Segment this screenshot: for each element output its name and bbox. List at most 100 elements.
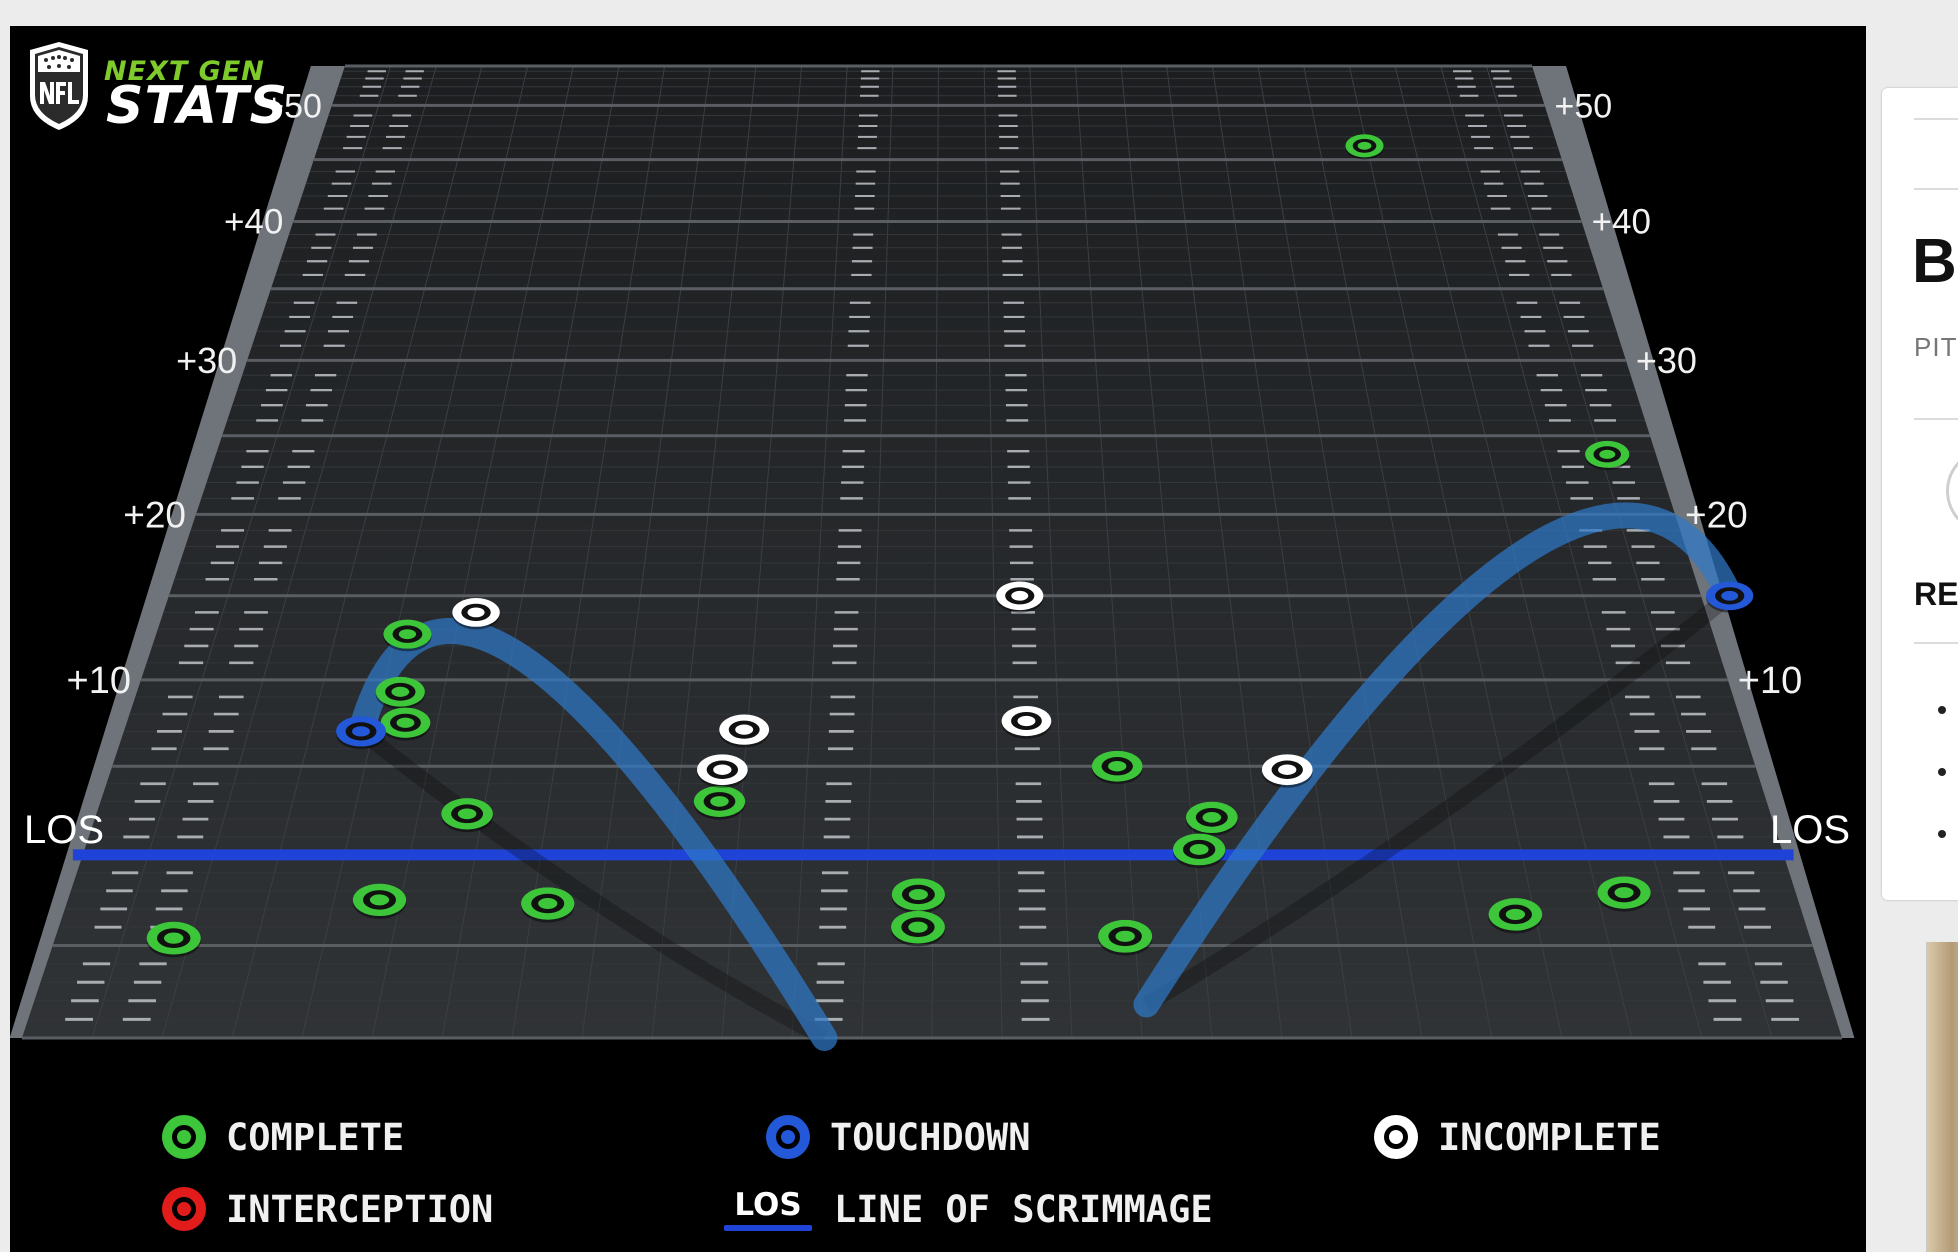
complete-pass-marker [352, 883, 407, 919]
field-surface [22, 66, 1842, 1038]
grid-line [791, 65, 848, 1039]
grid-line [231, 65, 483, 1039]
yard-label-left: +20 [123, 494, 186, 535]
divider [1914, 118, 1958, 120]
grid-line [511, 65, 666, 1039]
incomplete-pass-marker [1001, 705, 1052, 739]
legend-label-interception: INTERCEPTION [226, 1187, 494, 1231]
legend: COMPLETE TOUCHDOWN INCOMPLETE INTERCEPTI… [10, 1111, 1866, 1252]
touchdown-arc [1133, 502, 1743, 1018]
complete-pass-marker [1173, 833, 1226, 869]
grid-line [983, 65, 1003, 1039]
complete-pass-marker [146, 921, 201, 958]
los-label-right: LOS [1770, 808, 1850, 852]
avatar[interactable] [1946, 448, 1958, 534]
touchdown-icon [766, 1115, 810, 1159]
legend-item-line-of-scrimmage: LOS LINE OF SCRIMMAGE [722, 1183, 1213, 1235]
legend-dot-core [781, 1130, 795, 1144]
complete-pass-marker [891, 878, 945, 914]
article-photo [1926, 942, 1958, 1252]
grid-line [1257, 65, 1423, 1039]
yard-label-right: +40 [1592, 203, 1651, 242]
legend-label-touchdown: TOUCHDOWN [830, 1115, 1031, 1159]
legend-label-incomplete: INCOMPLETE [1438, 1115, 1661, 1159]
next-gen-label: NEXT GEN [104, 56, 265, 87]
complete-pass-marker [375, 676, 425, 710]
list-bullet [1938, 706, 1946, 714]
yard-label-right: +50 [1555, 87, 1613, 125]
left-sideline [10, 66, 345, 1038]
incomplete-pass-marker [719, 714, 770, 748]
yard-label-left: +10 [67, 660, 131, 702]
legend-item-incomplete: INCOMPLETE [1374, 1111, 1661, 1163]
touchdown-pass-marker [336, 716, 386, 750]
next-gen-stats-logo: NEXT GEN STATS [24, 40, 294, 144]
complete-pass-marker [383, 619, 432, 652]
complete-pass-marker [521, 887, 575, 923]
section-heading-fragment: RE [1914, 576, 1958, 612]
grid-line [1485, 65, 1773, 1039]
divider [1914, 188, 1958, 190]
complete-pass-marker [1345, 134, 1384, 160]
complete-pass-marker [1597, 876, 1651, 912]
grid-line [651, 65, 757, 1039]
incomplete-pass-marker [697, 754, 748, 788]
yard-label-right: +10 [1738, 660, 1802, 702]
divider [1914, 418, 1958, 420]
complete-pass-marker [891, 910, 945, 947]
grid-line [161, 65, 437, 1039]
incomplete-pass-marker [996, 581, 1044, 613]
grid-line [441, 65, 620, 1039]
complete-pass-marker [1186, 801, 1238, 836]
side-panel: B PIT RE [1882, 88, 1958, 900]
legend-dot-core [177, 1130, 191, 1144]
grid-line [1029, 65, 1073, 1039]
yard-label-right: +30 [1636, 340, 1697, 381]
los-label-left: LOS [24, 808, 104, 852]
yard-label-left: +40 [224, 203, 283, 242]
complete-pass-marker [380, 707, 431, 741]
complete-pass-marker [1488, 898, 1543, 934]
touchdown-pass-marker [1706, 581, 1754, 613]
grid-line [581, 65, 711, 1039]
complete-icon [162, 1115, 206, 1159]
los-mark-icon: LOS [722, 1187, 814, 1231]
complete-pass-marker [1091, 750, 1143, 785]
grid-line [721, 65, 803, 1039]
legend-item-interception: INTERCEPTION [162, 1183, 493, 1235]
yard-label-left: +30 [176, 340, 237, 381]
interception-icon [162, 1187, 206, 1231]
incomplete-pass-marker [1261, 754, 1313, 788]
legend-dot-core [177, 1202, 191, 1216]
player-name-fragment: B [1912, 227, 1957, 296]
pass-chart-graphic: +10 +10 +20 +20 +30 +30 +40 +40 +50 +50 LOS LOS NEX… [10, 26, 1866, 1252]
team-fragment: PIT [1914, 332, 1958, 362]
incomplete-icon [1374, 1115, 1418, 1159]
complete-pass-marker [693, 785, 746, 820]
grid-line [1074, 65, 1143, 1039]
complete-pass-marker [1098, 919, 1153, 956]
touchdown-arc-shadow [1142, 589, 1735, 1012]
legend-label-line-of-scrimmage: LINE OF SCRIMMAGE [834, 1187, 1213, 1231]
grid-line [1166, 65, 1283, 1039]
grid-line [1211, 65, 1353, 1039]
list-bullet [1938, 830, 1946, 838]
complete-pass-marker [441, 798, 493, 833]
touchdown-arc-shadow [356, 725, 829, 1046]
nfl-shield-icon [30, 42, 88, 130]
grid-line [1303, 65, 1493, 1039]
grid-line [1120, 65, 1213, 1039]
grid-line [1348, 65, 1563, 1039]
yard-label-left: +50 [264, 87, 322, 125]
legend-item-complete: COMPLETE [162, 1111, 404, 1163]
list-bullet [1938, 768, 1946, 776]
divider [1914, 642, 1958, 644]
touchdown-arc [348, 618, 838, 1051]
complete-pass-marker [1585, 440, 1630, 471]
legend-dot-core [1389, 1130, 1403, 1144]
grid-line [371, 65, 574, 1039]
grid-line [861, 65, 894, 1039]
grid-line [931, 65, 939, 1039]
